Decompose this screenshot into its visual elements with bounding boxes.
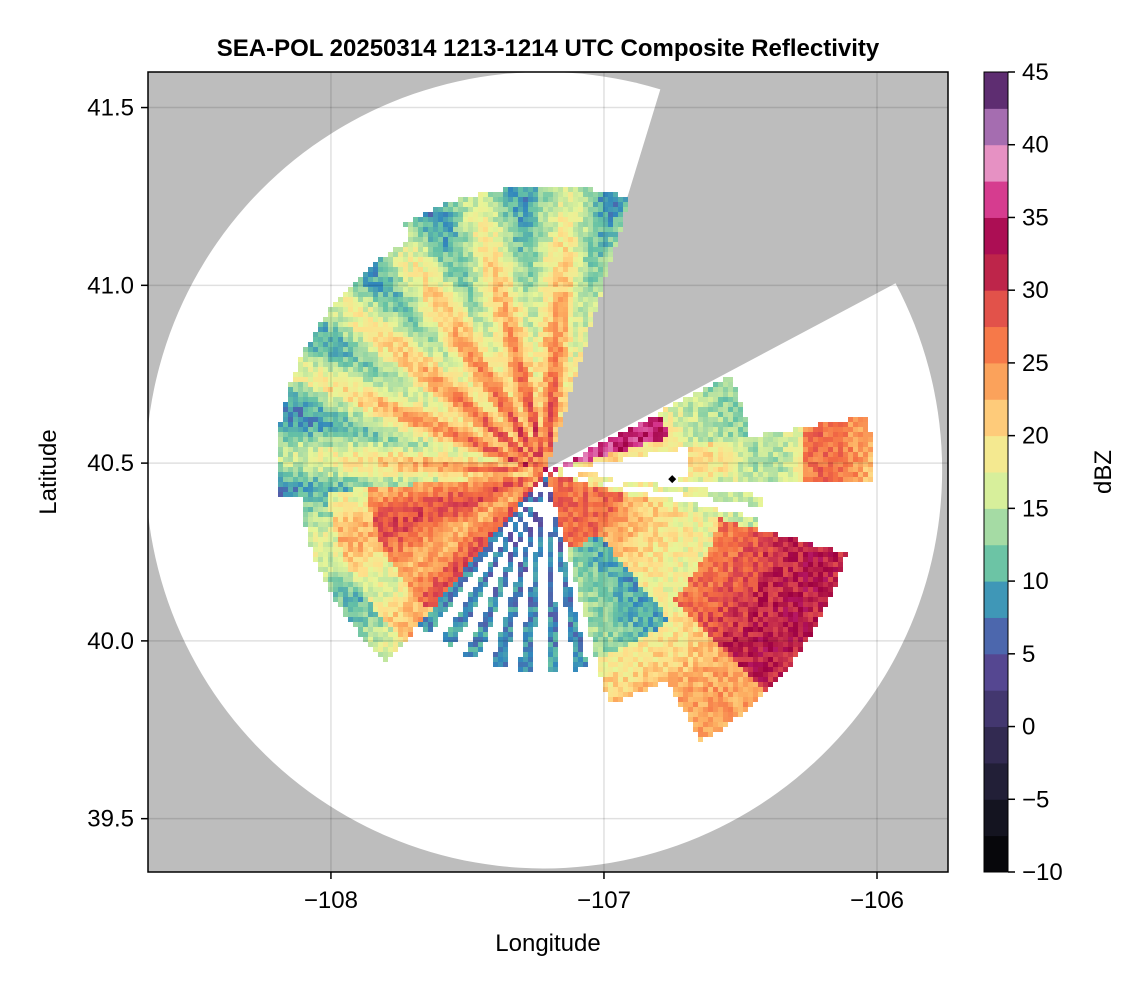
colorbar-tick-label: 5 — [1022, 641, 1035, 668]
y-tick-label: 41.0 — [87, 272, 134, 299]
colorbar-label: dBZ — [1090, 450, 1117, 494]
x-tick-label: −107 — [577, 887, 631, 914]
colorbar-band — [984, 835, 1008, 873]
plot-frame — [147, 71, 949, 873]
location-marker — [668, 475, 677, 484]
colorbar-band — [984, 144, 1008, 182]
colorbar-tick-label: 15 — [1022, 495, 1049, 522]
colorbar-band — [984, 72, 1008, 109]
colorbar-band — [984, 762, 1008, 800]
x-axis-label: Longitude — [495, 930, 600, 957]
colorbar-band — [984, 181, 1008, 218]
y-tick-label: 40.0 — [87, 628, 134, 655]
colorbar-band — [984, 253, 1008, 291]
colorbar-tick-label: 30 — [1022, 277, 1049, 304]
colorbar-band — [984, 362, 1008, 400]
colorbar-band — [984, 508, 1008, 546]
colorbar-band — [984, 217, 1008, 255]
colorbar-tick-label: 25 — [1022, 350, 1049, 377]
colorbar-band — [984, 399, 1008, 437]
colorbar-band — [984, 435, 1008, 473]
y-tick-label: 39.5 — [87, 806, 134, 833]
colorbar-band — [984, 726, 1008, 764]
y-axis-label: Latitude — [35, 429, 62, 514]
colorbar-band — [984, 326, 1008, 364]
colorbar-ticks: −10 −5 0 5 10 15 20 25 30 35 40 45 — [1008, 59, 1063, 886]
colorbar-tick-label: 40 — [1022, 132, 1049, 159]
colorbar-band — [984, 690, 1008, 728]
y-tick-label: 41.5 — [87, 95, 134, 122]
x-tick-label: −108 — [304, 887, 358, 914]
colorbar-band — [984, 799, 1008, 837]
colorbar-band — [984, 472, 1008, 509]
y-tick-label: 40.5 — [87, 450, 134, 477]
colorbar-band — [984, 581, 1008, 618]
colorbar-tick-label: 45 — [1022, 59, 1049, 86]
colorbar-tick-label: 0 — [1022, 714, 1035, 741]
colorbar-band — [984, 108, 1008, 146]
colorbar-tick-label: −10 — [1022, 859, 1063, 886]
colorbar-tick-label: 10 — [1022, 568, 1049, 595]
grid-lines — [148, 72, 948, 872]
x-axis-ticks: −108 −107 −106 — [304, 872, 904, 914]
colorbar-band — [984, 290, 1008, 328]
colorbar-band — [984, 617, 1008, 655]
colorbar-bands — [984, 72, 1008, 873]
colorbar-band — [984, 544, 1008, 582]
colorbar-frame — [983, 71, 1009, 873]
reflectivity-echoes — [278, 187, 873, 742]
colorbar-tick-label: −5 — [1022, 786, 1049, 813]
plot-area — [148, 72, 948, 872]
colorbar-band — [984, 653, 1008, 691]
colorbar-tick-label: 20 — [1022, 423, 1049, 450]
chart-title: SEA-POL 20250314 1213-1214 UTC Composite… — [217, 35, 880, 62]
y-axis-ticks: 39.5 40.0 40.5 41.0 41.5 — [87, 95, 148, 833]
colorbar-tick-label: 35 — [1022, 204, 1049, 231]
x-tick-label: −106 — [850, 887, 904, 914]
